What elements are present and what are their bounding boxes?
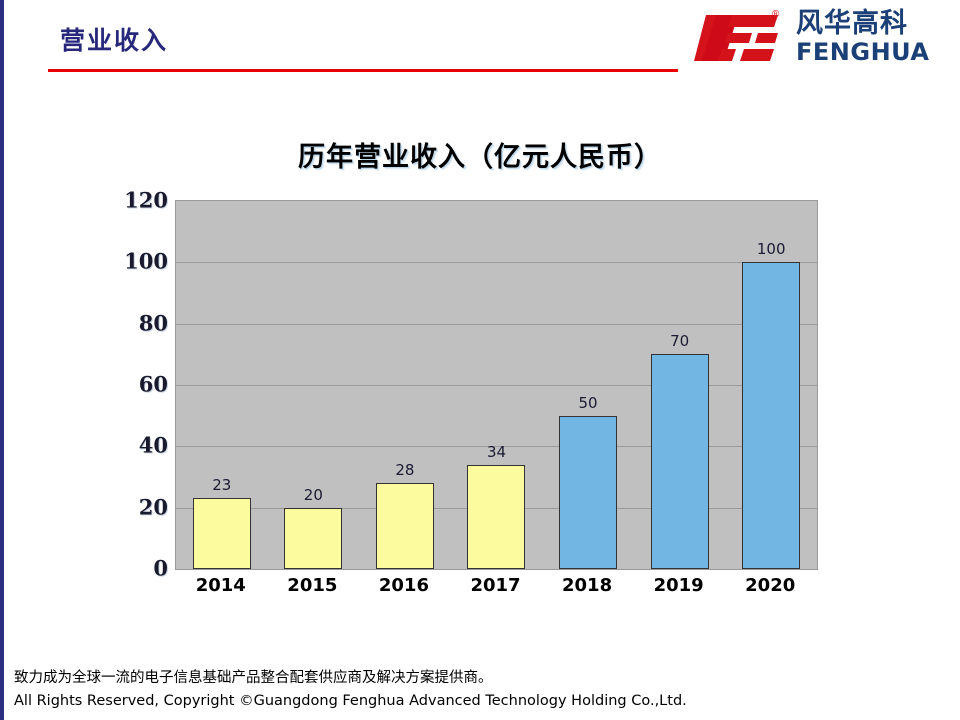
page-title: 营业收入	[60, 26, 169, 55]
chart-plot-area: 23 20 28 34 50 70 100	[175, 200, 818, 570]
chart-bar[interactable]	[559, 415, 618, 569]
y-axis-tick: 120	[124, 187, 168, 213]
slide-header: 营业收入 ® 风华高科 FENGHUA	[0, 0, 960, 80]
chart-bar[interactable]	[192, 498, 251, 569]
left-accent-rail	[0, 0, 4, 720]
bar-slot: 70	[634, 201, 726, 569]
bar-slot: 100	[725, 201, 817, 569]
x-axis-tick: 2016	[378, 575, 429, 596]
chart-gridline	[176, 446, 817, 448]
bar-value-label: 20	[303, 485, 323, 504]
chart-bar[interactable]	[742, 262, 801, 569]
y-axis-tick: 60	[138, 371, 168, 397]
bar-slot: 34	[451, 201, 543, 569]
x-axis-tick: 2018	[562, 575, 613, 596]
bar-slot: 50	[542, 201, 634, 569]
chart-bar[interactable]	[467, 464, 526, 569]
bar-value-label: 70	[670, 332, 690, 351]
x-axis-tick-labels: 2014 2015 2016 2017 2018 2019 2020	[175, 575, 818, 605]
footer-copyright-en: All Rights Reserved, Copyright ©Guangdon…	[14, 692, 687, 709]
bar-value-label: 28	[395, 461, 415, 480]
y-axis-tick-labels: 0 20 40 60 80 100 120	[100, 188, 168, 581]
y-axis-tick: 40	[138, 432, 168, 458]
logo-company-name-cn: 风华高科	[796, 8, 908, 39]
chart-gridline	[176, 262, 817, 264]
logo-company-name-en: FENGHUA	[796, 38, 930, 66]
registered-trademark-icon: ®	[772, 9, 780, 20]
x-axis-tick: 2017	[470, 575, 521, 596]
chart-bar[interactable]	[375, 483, 434, 569]
title-underline-rule	[48, 69, 678, 72]
bar-slot: 23	[176, 201, 268, 569]
slide-footer: 致力成为全球一流的电子信息基础产品整合配套供应商及解决方案提供商。 All Ri…	[14, 667, 944, 712]
bar-value-label: 100	[756, 240, 786, 259]
y-axis-tick: 80	[138, 310, 168, 336]
chart-gridline	[176, 385, 817, 386]
fenghua-fh-mark-icon	[694, 15, 778, 61]
y-axis-tick: 0	[153, 555, 168, 581]
chart-bar[interactable]	[650, 354, 709, 569]
chart-title: 历年营业收入（亿元人民币）	[298, 142, 662, 173]
footer-slogan-cn: 致力成为全球一流的电子信息基础产品整合配套供应商及解决方案提供商。	[14, 670, 493, 687]
bar-slot: 20	[268, 201, 360, 569]
x-axis-tick: 2020	[745, 575, 796, 596]
company-logo: ® 风华高科 FENGHUA	[692, 8, 940, 68]
x-axis-tick: 2019	[653, 575, 704, 596]
y-axis-tick: 20	[138, 494, 168, 520]
chart-bar[interactable]	[284, 507, 343, 569]
bar-value-label: 34	[486, 442, 507, 461]
bar-value-label: 50	[578, 393, 598, 412]
y-axis-tick: 100	[124, 248, 168, 274]
chart-gridline	[176, 323, 817, 325]
revenue-bar-chart: 历年营业收入（亿元人民币） 0 20 40 60 80 100 120 23 20 28 34 50…	[100, 135, 860, 615]
x-axis-tick: 2015	[287, 575, 338, 596]
bar-value-label: 23	[212, 476, 232, 495]
x-axis-tick: 2014	[195, 575, 246, 596]
bar-slot: 28	[359, 201, 451, 569]
